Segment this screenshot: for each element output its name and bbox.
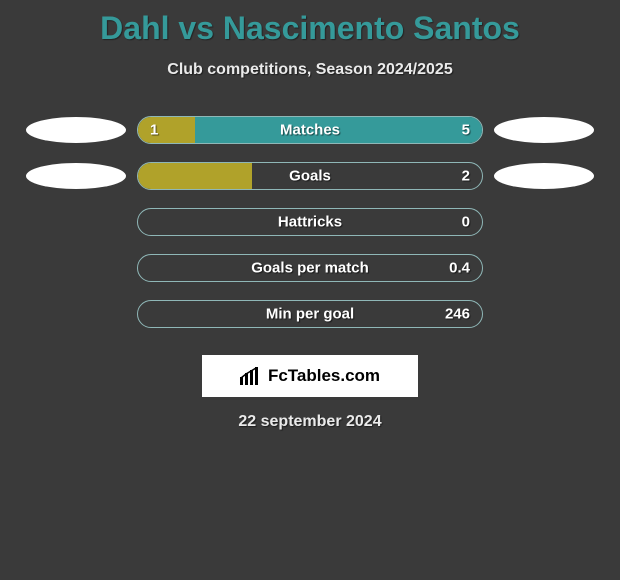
brand-text: FcTables.com bbox=[268, 366, 380, 386]
stat-label: Goals per match bbox=[251, 260, 369, 277]
stat-bar: 246 Min per goal bbox=[137, 300, 483, 328]
brand-bars-icon bbox=[240, 367, 262, 385]
bar-segment-left bbox=[138, 163, 252, 189]
stat-label: Min per goal bbox=[266, 306, 354, 323]
stat-label: Hattricks bbox=[278, 214, 342, 231]
brand-box: FcTables.com bbox=[202, 355, 418, 397]
ellipse-icon bbox=[26, 117, 126, 143]
player-left-ellipse bbox=[21, 163, 131, 189]
bar-segment-left bbox=[138, 117, 195, 143]
ellipse-icon bbox=[26, 163, 126, 189]
player-left-ellipse bbox=[21, 117, 131, 143]
stat-value-right: 0.4 bbox=[449, 260, 470, 277]
stat-bar: 1 5 Matches bbox=[137, 116, 483, 144]
stat-label: Goals bbox=[289, 168, 331, 185]
ellipse-icon bbox=[494, 117, 594, 143]
subtitle: Club competitions, Season 2024/2025 bbox=[0, 61, 620, 79]
stat-rows: 1 5 Matches 2 Goals 0 Hattricks 0.4 Goals per ma… bbox=[0, 107, 620, 337]
player-right-ellipse bbox=[489, 117, 599, 143]
page-title: Dahl vs Nascimento Santos bbox=[0, 0, 620, 47]
stat-row: 0.4 Goals per match bbox=[0, 245, 620, 291]
ellipse-icon bbox=[494, 163, 594, 189]
stat-row: 1 5 Matches bbox=[0, 107, 620, 153]
stat-value-right: 5 bbox=[462, 122, 470, 139]
date: 22 september 2024 bbox=[0, 413, 620, 431]
stat-value-right: 246 bbox=[445, 306, 470, 323]
stat-value-right: 2 bbox=[462, 168, 470, 185]
stat-bar: 0.4 Goals per match bbox=[137, 254, 483, 282]
stat-value-left: 1 bbox=[150, 122, 158, 139]
stat-value-right: 0 bbox=[462, 214, 470, 231]
stat-bar: 0 Hattricks bbox=[137, 208, 483, 236]
player-right-ellipse bbox=[489, 163, 599, 189]
stat-label: Matches bbox=[280, 122, 340, 139]
stat-row: 0 Hattricks bbox=[0, 199, 620, 245]
stat-bar: 2 Goals bbox=[137, 162, 483, 190]
stat-row: 246 Min per goal bbox=[0, 291, 620, 337]
stat-row: 2 Goals bbox=[0, 153, 620, 199]
